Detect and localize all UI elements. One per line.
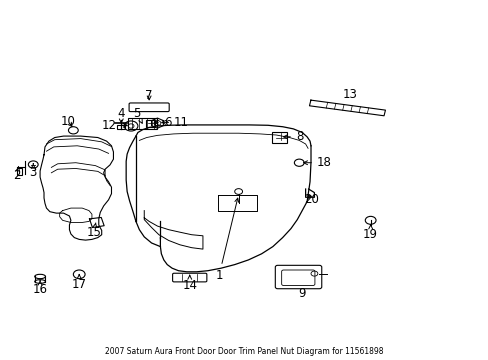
Text: 6: 6 (154, 116, 171, 129)
Text: 7: 7 (145, 89, 153, 102)
Text: 18: 18 (303, 156, 331, 169)
Bar (117, 125, 125, 129)
Text: 2007 Saturn Aura Front Door Door Trim Panel Nut Diagram for 11561898: 2007 Saturn Aura Front Door Door Trim Pa… (105, 346, 383, 356)
Text: 13: 13 (342, 88, 356, 101)
Text: 1: 1 (215, 198, 238, 282)
Bar (145, 120, 154, 127)
Text: 14: 14 (182, 275, 197, 292)
Text: 8: 8 (283, 130, 303, 143)
Bar (17, 168, 21, 175)
Text: 4: 4 (117, 107, 125, 123)
Text: 9: 9 (298, 287, 305, 300)
Bar (271, 132, 286, 143)
Text: 15: 15 (86, 223, 101, 239)
Text: 17: 17 (72, 275, 86, 291)
Text: 20: 20 (304, 193, 319, 206)
Text: 10: 10 (61, 115, 76, 128)
Text: 5: 5 (133, 107, 142, 123)
Bar (128, 118, 157, 129)
Text: 3: 3 (29, 163, 37, 179)
Text: 16: 16 (33, 280, 47, 296)
Text: 11: 11 (162, 116, 189, 129)
Text: 12: 12 (101, 119, 127, 132)
Text: 19: 19 (363, 225, 377, 241)
Text: 2: 2 (13, 166, 21, 182)
